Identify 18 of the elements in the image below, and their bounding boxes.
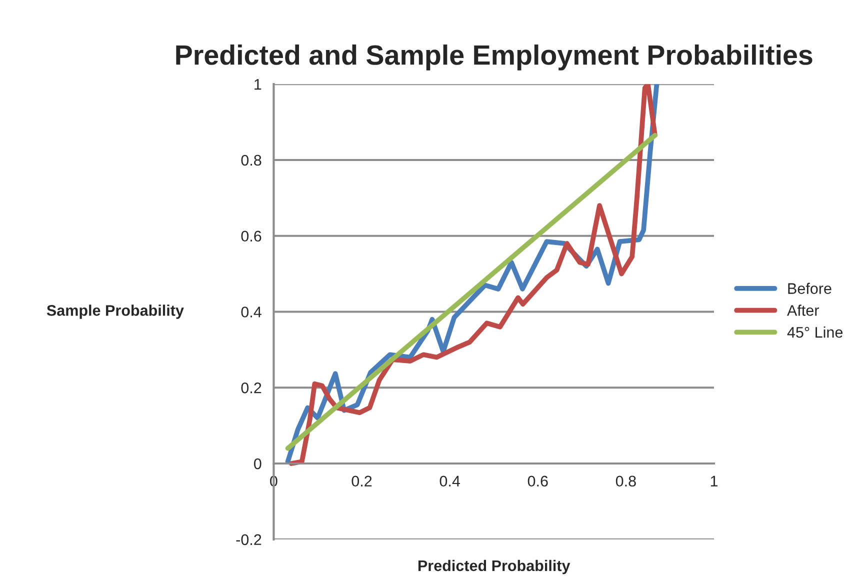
x-tick-label: 0.4: [440, 476, 460, 487]
x-tick-label: 1: [710, 476, 718, 486]
y-tick-label: 0: [254, 458, 262, 470]
y-tick-label: 1: [254, 79, 262, 90]
x-axis-title: Predicted Probability: [418, 560, 570, 574]
y-tick-label: 0.8: [241, 154, 262, 166]
x-tick-label: 0.6: [528, 476, 548, 487]
y-tick-label: -0.2: [236, 534, 262, 546]
y-axis-title: Sample Probability: [46, 304, 184, 319]
y-tick-label: 0.6: [241, 230, 262, 242]
chart-title: Predicted and Sample Employment Probabilities: [176, 44, 812, 70]
x-tick-label: 0.8: [616, 476, 636, 487]
y-tick-label: 0.4: [241, 306, 262, 318]
legend-label: After: [787, 304, 819, 316]
legend-label: Before: [788, 282, 832, 294]
y-tick-label: 0.2: [241, 382, 262, 394]
legend-label: 45° Line: [787, 326, 843, 338]
x-tick-label: 0.2: [352, 476, 372, 487]
